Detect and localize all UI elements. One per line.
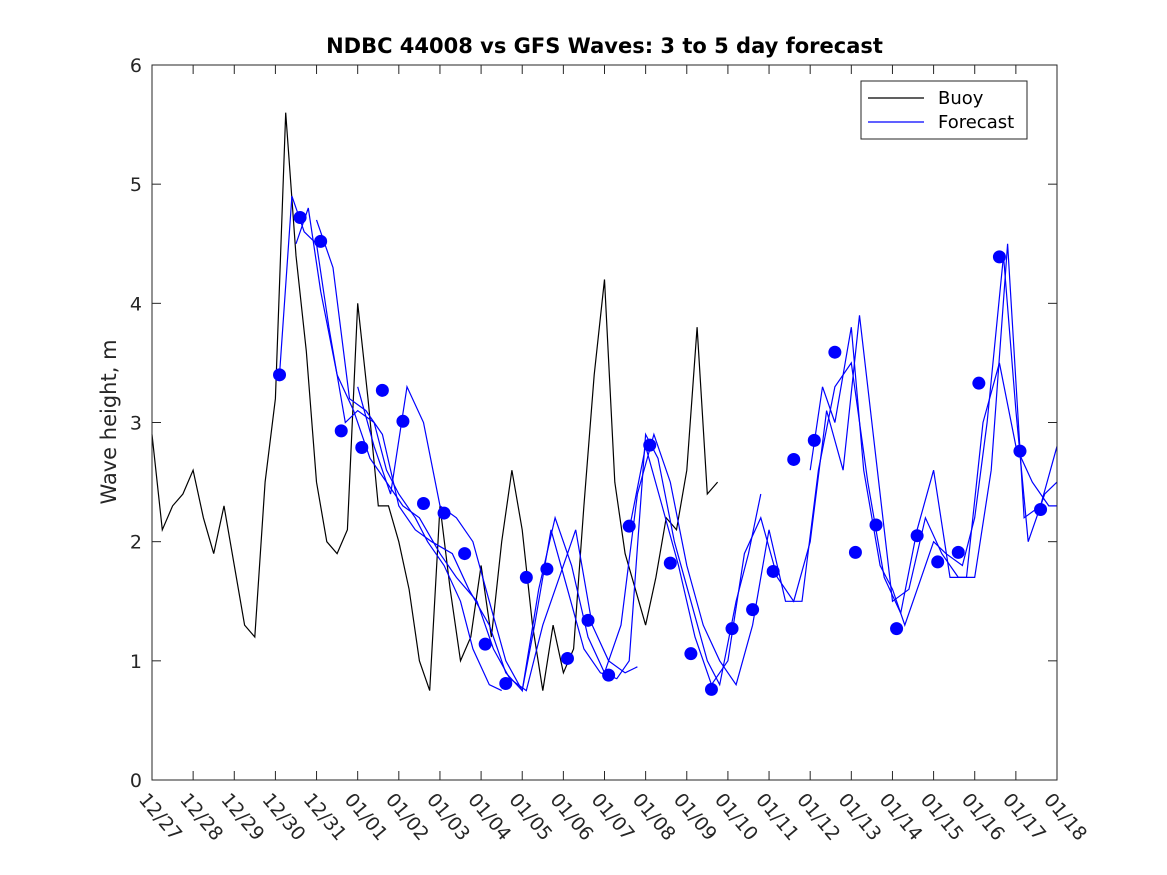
forecast-marker [828, 345, 842, 359]
legend-buoy-label: Buoy [938, 88, 984, 109]
y-tick-label: 5 [130, 174, 142, 196]
forecast-marker [478, 637, 492, 651]
forecast-run-line [295, 207, 638, 692]
x-tick-label: 01/18 [1039, 789, 1091, 845]
forecast-marker [499, 676, 513, 690]
x-tick-label: 01/04 [463, 789, 515, 845]
forecast-series-group [278, 195, 1058, 693]
forecast-marker [787, 452, 801, 466]
x-tick-label: 01/14 [875, 789, 927, 845]
x-tick-label: 01/02 [381, 789, 433, 845]
forecast-marker [766, 564, 780, 578]
x-tick-label: 01/13 [833, 789, 885, 845]
x-tick-label: 01/08 [628, 789, 680, 845]
y-tick-label: 3 [130, 413, 142, 435]
y-tick-label: 2 [130, 532, 142, 554]
plot-area-background [152, 65, 1057, 780]
forecast-marker [314, 234, 328, 248]
forecast-marker [1034, 502, 1048, 516]
forecast-marker [931, 555, 945, 569]
forecast-marker [458, 547, 472, 561]
series-layer [151, 112, 1058, 696]
legend-box [860, 80, 1028, 140]
y-tick-label: 4 [130, 293, 142, 315]
forecast-marker [951, 545, 965, 559]
x-tick-label: 12/27 [134, 789, 186, 845]
x-tick-label: 01/01 [340, 789, 392, 845]
forecast-markers [273, 211, 1048, 696]
forecast-marker [1013, 444, 1027, 458]
legend: Buoy Forecast [860, 80, 1028, 140]
forecast-marker [375, 383, 389, 397]
x-tick-label: 01/06 [546, 789, 598, 845]
forecast-marker [972, 376, 986, 390]
forecast-marker [437, 506, 451, 520]
forecast-marker [293, 211, 307, 225]
legend-forecast-label: Forecast [938, 112, 1014, 133]
chart-title: NDBC 44008 vs GFS Waves: 3 to 5 day fore… [326, 34, 883, 58]
forecast-marker [396, 414, 410, 428]
forecast-marker [807, 433, 821, 447]
y-tick-label: 6 [130, 55, 142, 77]
forecast-marker [848, 545, 862, 559]
forecast-marker [355, 441, 369, 455]
y-tick-label: 1 [130, 651, 142, 673]
x-tick-label: 12/31 [299, 789, 351, 845]
x-tick-label: 12/28 [175, 789, 227, 845]
x-tick-label: 12/30 [258, 789, 310, 845]
forecast-run-line [315, 219, 762, 692]
plot-area-frame [151, 64, 1058, 781]
forecast-run-line [628, 243, 1058, 687]
forecast-marker [704, 682, 718, 696]
forecast-marker [273, 368, 287, 382]
buoy-series-line [151, 112, 719, 691]
forecast-marker [684, 647, 698, 661]
x-tick-label: 12/29 [216, 789, 268, 845]
x-tick-label: 01/11 [751, 789, 803, 845]
x-tick-label: 01/03 [422, 789, 474, 845]
x-tick-label: 01/17 [998, 789, 1050, 845]
forecast-marker [519, 570, 533, 584]
forecast-marker [643, 438, 657, 452]
x-tick-label: 01/12 [792, 789, 844, 845]
forecast-marker [910, 529, 924, 543]
forecast-marker [622, 519, 636, 533]
forecast-run-line [809, 255, 1058, 627]
forecast-marker [746, 603, 760, 617]
forecast-marker [663, 556, 677, 570]
x-tick-label: 01/09 [669, 789, 721, 845]
forecast-marker [890, 622, 904, 636]
forecast-marker [725, 622, 739, 636]
x-tick-label: 01/15 [916, 789, 968, 845]
forecast-marker [869, 518, 883, 532]
forecast-marker [334, 424, 348, 438]
forecast-marker [540, 562, 554, 576]
forecast-marker [602, 668, 616, 682]
y-tick-label: 0 [130, 770, 142, 792]
y-axis-label: Wave height, m [97, 339, 121, 504]
forecast-run-line [278, 195, 502, 692]
forecast-marker [992, 250, 1006, 264]
forecast-marker [581, 613, 595, 627]
forecast-run-line [357, 361, 1057, 693]
forecast-marker [560, 651, 574, 665]
x-tick-label: 01/16 [957, 789, 1009, 845]
x-tick-label: 01/10 [710, 789, 762, 845]
x-tick-label: 01/07 [587, 789, 639, 845]
x-tick-label: 01/05 [504, 789, 556, 845]
forecast-marker [417, 497, 430, 511]
